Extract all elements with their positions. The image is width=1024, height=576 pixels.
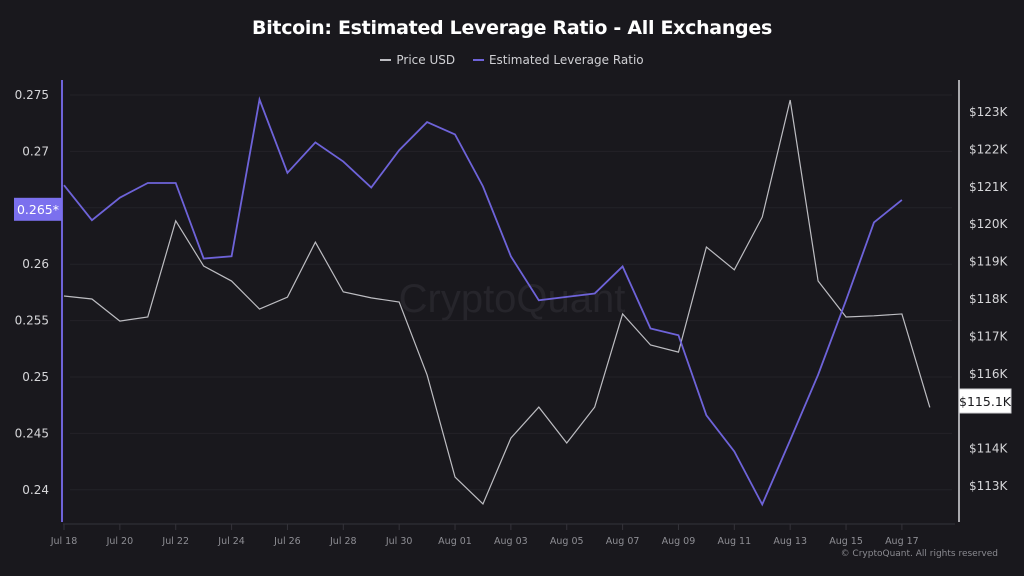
legend-item-price[interactable]: Price USD [380,53,455,67]
y-left-tick-label: 0.24 [22,483,49,497]
x-tick-label: Jul 22 [161,536,189,547]
x-tick-label: Aug 03 [494,536,528,547]
y-left-tick-label: 0.27 [22,144,49,158]
current-price-label: $115.1K [959,394,1012,409]
copyright-footer: © CryptoQuant. All rights reserved [840,549,998,559]
current-leverage-label: 0.265* [17,202,59,217]
legend-swatch-price [380,59,392,61]
watermark: CryptoQuant [399,277,626,321]
current-leverage-badge [14,197,62,221]
y-left-tick-label: 0.275 [15,88,49,102]
legend-swatch-leverage [472,59,484,61]
y-right-tick-label: $119K [969,255,1009,269]
y-left-tick-label: 0.255 [15,314,49,328]
y-right-tick-label: $116K [969,367,1009,381]
y-left-tick-label: 0.245 [15,426,49,440]
x-tick-label: Jul 18 [50,536,78,547]
x-tick-label: Jul 30 [385,536,413,547]
x-tick-label: Aug 17 [885,536,919,547]
legend: Price USD Estimated Leverage Ratio [0,50,1024,67]
x-tick-label: Jul 28 [329,536,357,547]
x-tick-label: Aug 07 [606,536,640,547]
x-tick-label: Aug 13 [773,536,807,547]
x-tick-label: Jul 20 [106,536,134,547]
y-right-tick-label: $120K [969,217,1009,231]
y-right-tick-label: $123K [969,105,1009,119]
legend-item-leverage[interactable]: Estimated Leverage Ratio [472,53,644,67]
y-right-tick-label: $113K [969,479,1009,493]
x-tick-label: Jul 24 [217,536,245,547]
chart-title: Bitcoin: Estimated Leverage Ratio - All … [252,17,772,39]
x-tick-label: Aug 15 [829,536,863,547]
x-tick-label: Aug 05 [550,536,584,547]
x-tick-label: Jul 26 [273,536,301,547]
y-right-tick-label: $122K [969,142,1009,156]
x-tick-label: Aug 01 [438,536,472,547]
current-price-badge [958,388,1012,414]
legend-label-price: Price USD [396,53,456,67]
y-right-tick-label: $114K [969,442,1009,456]
y-right-tick-label: $121K [969,180,1009,194]
y-left-tick-label: 0.26 [22,257,49,271]
y-right-tick-label: $117K [969,329,1009,343]
legend-label-leverage: Estimated Leverage Ratio [488,53,644,67]
y-left-tick-label: 0.25 [22,370,49,384]
x-tick-label: Aug 11 [717,536,751,547]
x-tick-label: Aug 09 [662,536,696,547]
y-right-tick-label: $118K [969,292,1009,306]
series-line-leverage [63,96,903,507]
series-line-price [63,99,931,505]
